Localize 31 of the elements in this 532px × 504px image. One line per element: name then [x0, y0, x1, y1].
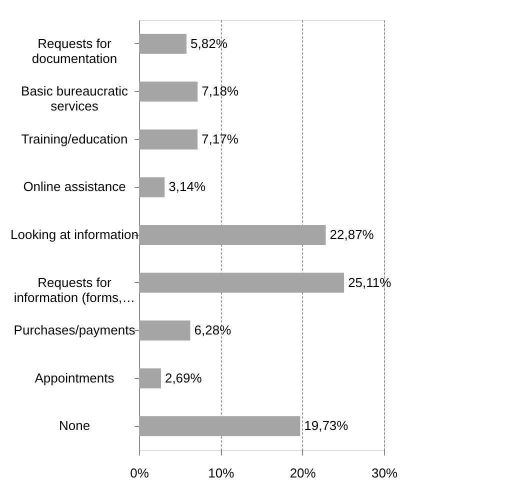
- bar: [139, 82, 198, 102]
- x-tick-label: 10%: [208, 466, 235, 480]
- y-tick-label: Purchases/payments: [14, 322, 136, 338]
- bar: [139, 225, 326, 245]
- y-tick-label: Requests for information (forms,…: [14, 274, 136, 305]
- data-label: 7,18%: [202, 84, 239, 99]
- data-label: 6,28%: [194, 322, 232, 338]
- data-label: 5,82%: [190, 36, 228, 51]
- data-label: 2,69%: [164, 370, 202, 386]
- y-tick-label: Requests for documentation: [32, 36, 118, 66]
- data-label: 3,14%: [168, 179, 206, 194]
- y-tick-label: Looking at information: [10, 227, 138, 242]
- bar: [139, 34, 187, 54]
- bar: [139, 177, 165, 198]
- x-tick-label: 30%: [371, 466, 398, 480]
- bar: [139, 129, 198, 150]
- bar: [139, 368, 161, 388]
- data-label: 22,87%: [330, 227, 374, 242]
- y-tick-label: Online assistance: [23, 179, 126, 194]
- data-label: 19,73%: [304, 418, 349, 434]
- y-tick-label: Training/education: [21, 131, 128, 146]
- data-label: 7,17%: [202, 131, 239, 146]
- data-label: 25,11%: [348, 274, 392, 290]
- x-tick-label: 20%: [290, 466, 316, 480]
- bar: [139, 416, 300, 436]
- bar: [139, 320, 190, 341]
- x-tick-label: 0%: [130, 466, 150, 480]
- y-tick-label: Basic bureaucratic services: [21, 84, 128, 114]
- bar: [139, 272, 344, 293]
- y-tick-label: None: [58, 418, 90, 434]
- y-tick-label: Appointments: [34, 370, 115, 386]
